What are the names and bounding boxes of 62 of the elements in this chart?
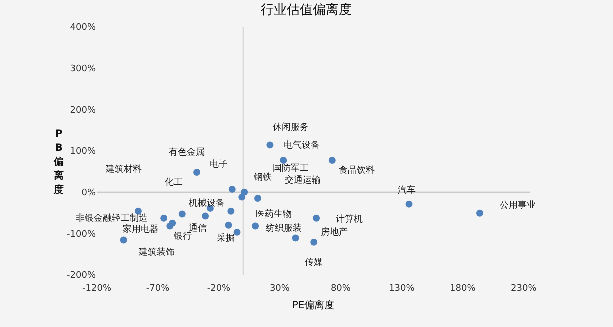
point: [254, 195, 262, 202]
point: [225, 222, 232, 229]
annotation: 汽车: [398, 185, 416, 196]
annotation: 纺织服装: [266, 223, 302, 234]
point: [194, 168, 201, 176]
x-tick-label: 80%: [330, 284, 352, 294]
point: [328, 157, 336, 164]
x-tick-label: 130%: [389, 284, 416, 294]
x-tick-label: 180%: [450, 284, 476, 294]
point: [120, 236, 128, 244]
point: [310, 238, 318, 246]
x-tick-label: -120%: [82, 284, 112, 294]
point: [406, 200, 413, 208]
annotation: 医药生物: [256, 209, 292, 220]
annotation: 化工: [165, 177, 183, 188]
y-tick-label: 0%: [82, 188, 96, 198]
y-tick-label: -200%: [67, 271, 96, 282]
point: [252, 222, 260, 230]
point: [202, 212, 210, 220]
annotation: 建筑材料: [105, 164, 142, 175]
y-tick-label: 100%: [70, 147, 96, 158]
point: [178, 210, 186, 218]
annotation: 钢铁: [253, 172, 272, 183]
point: [238, 194, 246, 201]
x-tick-label: 230%: [511, 284, 538, 294]
point: [266, 142, 274, 149]
annotation: 通信: [189, 223, 207, 234]
annotation: 有色金属: [169, 147, 205, 158]
y-axis-title: PB偏离度: [52, 128, 65, 198]
y-tick-label: -100%: [67, 230, 96, 240]
annotation: 交通运输: [285, 175, 321, 186]
y-tick-label: 300%: [70, 64, 96, 74]
annotation: 机械设备: [189, 198, 225, 209]
annotation: 食品饮料: [339, 165, 375, 176]
annotation: 国防军工: [273, 163, 309, 174]
annotation: 电气设备: [284, 140, 320, 151]
annotation: 传媒: [305, 257, 323, 268]
annotation: 家用电器: [123, 224, 159, 235]
point: [234, 228, 241, 236]
annotation: 建筑装饰: [138, 247, 175, 258]
annotation: 房地产: [321, 227, 348, 238]
annotation: 休闲服务: [273, 122, 309, 133]
annotation: 非银金融轻工制造: [76, 213, 148, 224]
point: [476, 210, 484, 217]
annotation: 电子: [210, 159, 228, 170]
point: [292, 234, 300, 242]
x-tick-label: 30%: [270, 284, 290, 294]
point: [228, 186, 236, 193]
point: [228, 208, 235, 215]
annotation: 银行: [173, 231, 192, 242]
point: [166, 222, 174, 230]
y-tick-label: 400%: [70, 23, 96, 34]
chart-title: 行业估值偏离度: [261, 2, 352, 18]
point: [313, 214, 320, 222]
x-tick-label: -20%: [207, 284, 232, 294]
x-axis-title: PE偏离度: [292, 300, 335, 312]
annotation: 采掘: [217, 233, 235, 244]
annotation: 公用事业: [500, 200, 536, 211]
x-tick-label: -70%: [146, 284, 170, 294]
point: [160, 214, 168, 222]
annotation: 计算机: [336, 214, 363, 225]
y-tick-label: 200%: [70, 106, 96, 116]
